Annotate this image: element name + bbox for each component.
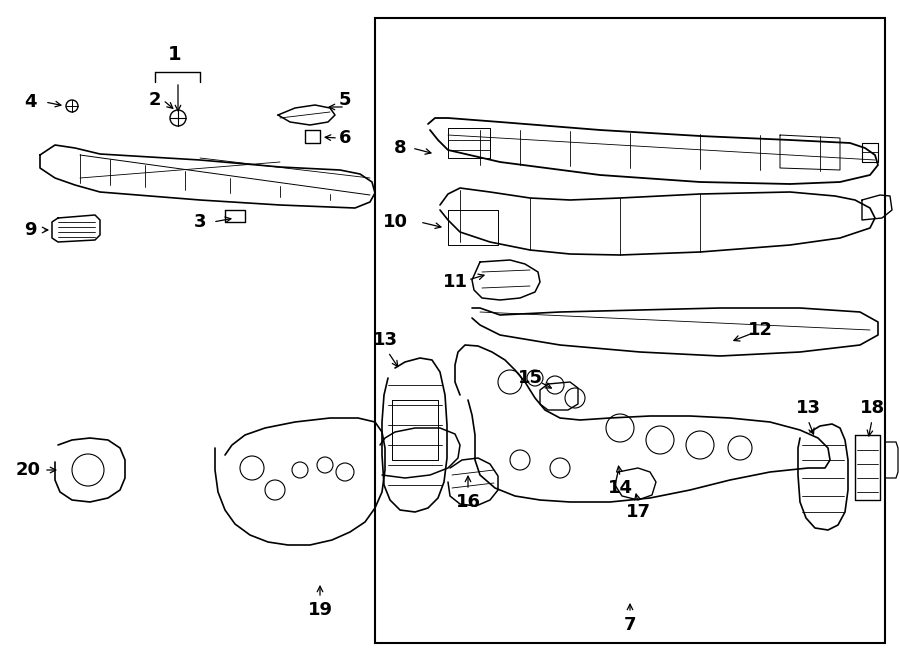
Text: 18: 18: [860, 399, 885, 417]
Text: 4: 4: [23, 93, 36, 111]
Text: 1: 1: [168, 46, 182, 65]
Text: 7: 7: [624, 616, 636, 634]
Text: 17: 17: [626, 503, 651, 521]
Text: 3: 3: [194, 213, 206, 231]
Text: 6: 6: [338, 129, 351, 147]
Text: 10: 10: [382, 213, 408, 231]
Text: 8: 8: [393, 139, 406, 157]
Text: 5: 5: [338, 91, 351, 109]
Text: 13: 13: [796, 399, 821, 417]
Text: 20: 20: [15, 461, 40, 479]
Bar: [375, 18, 885, 643]
Text: 19: 19: [308, 601, 332, 619]
Text: 14: 14: [608, 479, 633, 497]
Text: 13: 13: [373, 331, 398, 349]
Text: 11: 11: [443, 273, 467, 291]
Text: 9: 9: [23, 221, 36, 239]
Text: 15: 15: [518, 369, 543, 387]
Text: 12: 12: [748, 321, 772, 339]
Text: 2: 2: [148, 91, 161, 109]
Text: 16: 16: [455, 493, 481, 511]
